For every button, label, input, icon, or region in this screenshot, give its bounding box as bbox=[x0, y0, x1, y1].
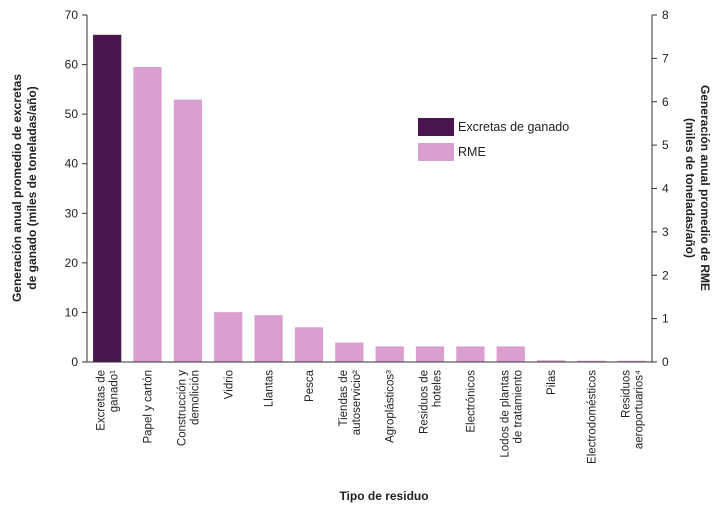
legend-label: RME bbox=[458, 145, 486, 159]
y-axis-title-left: Generación anual promedio de excretasde … bbox=[10, 74, 39, 302]
x-axis-title: Tipo de residuo bbox=[339, 489, 428, 503]
left-tick-label: 60 bbox=[65, 58, 79, 72]
right-tick-label: 6 bbox=[662, 95, 669, 109]
category-label: Residuos bbox=[620, 370, 632, 418]
right-tick-label: 4 bbox=[662, 182, 669, 196]
category-label: Electrónicos bbox=[465, 370, 477, 433]
category-label: Pilas bbox=[546, 370, 558, 395]
right-tick-label: 1 bbox=[662, 312, 669, 326]
bar bbox=[294, 327, 324, 362]
category-label: Residuos de bbox=[419, 370, 431, 434]
bar bbox=[214, 312, 243, 362]
legend-swatch bbox=[418, 118, 454, 136]
left-tick-label: 50 bbox=[65, 107, 79, 121]
left-y-axis: 0 10 20 30 40 50 60 70 bbox=[65, 8, 88, 369]
category-label: Vidrio bbox=[223, 370, 235, 399]
category-label: Agroplásticos³ bbox=[385, 370, 397, 443]
left-tick-label: 0 bbox=[71, 355, 78, 369]
bar bbox=[254, 315, 283, 362]
legend: Excretas de ganado RME bbox=[418, 118, 569, 161]
category-label: Llantas bbox=[264, 370, 276, 407]
bar bbox=[133, 67, 162, 363]
left-tick-label: 40 bbox=[65, 157, 79, 171]
legend-label: Excretas de ganado bbox=[458, 120, 569, 134]
bar bbox=[577, 360, 606, 362]
category-label: demolición bbox=[189, 370, 201, 425]
bar bbox=[375, 346, 404, 362]
category-label: Construcción y bbox=[176, 370, 188, 446]
legend-swatch bbox=[418, 143, 454, 161]
bar bbox=[173, 99, 203, 363]
left-tick-label: 30 bbox=[65, 206, 79, 220]
bar bbox=[335, 342, 364, 362]
right-tick-label: 2 bbox=[662, 268, 669, 282]
y-axis-title-right: Generación anual promedio de RME(miles d… bbox=[683, 85, 712, 291]
right-tick-label: 8 bbox=[662, 8, 669, 22]
category-label: Lodos de plantas bbox=[499, 370, 511, 458]
category-label: Electrodomésticos bbox=[586, 370, 598, 464]
category-label: ganado¹ bbox=[109, 370, 121, 412]
left-tick-label: 10 bbox=[65, 305, 79, 319]
category-label: Excretas de bbox=[96, 370, 108, 431]
right-tick-label: 3 bbox=[662, 225, 669, 239]
category-label: de tratamiento bbox=[512, 370, 524, 444]
bar bbox=[536, 360, 566, 362]
bar bbox=[496, 346, 525, 362]
bar bbox=[93, 34, 122, 362]
category-label: Papel y cartón bbox=[143, 370, 155, 444]
category-label: Pesca bbox=[304, 369, 316, 402]
right-tick-label: 0 bbox=[662, 355, 669, 369]
category-label: autoservicio² bbox=[351, 370, 363, 435]
right-tick-label: 5 bbox=[662, 138, 669, 152]
left-tick-label: 70 bbox=[65, 8, 79, 22]
left-tick-label: 20 bbox=[65, 256, 79, 270]
bar bbox=[617, 360, 646, 362]
bar bbox=[456, 346, 485, 362]
category-label: Tiendas de bbox=[338, 370, 350, 426]
right-y-axis: 0 1 2 3 4 5 6 7 8 bbox=[651, 8, 669, 369]
bars bbox=[93, 34, 646, 363]
right-tick-label: 7 bbox=[662, 51, 669, 65]
x-axis: Excretas de ganado¹ Papel y cartón Construc… bbox=[87, 361, 652, 464]
bar bbox=[415, 346, 445, 362]
category-label: hoteles bbox=[432, 370, 444, 407]
category-label: aeroportuarios⁴ bbox=[633, 370, 645, 449]
